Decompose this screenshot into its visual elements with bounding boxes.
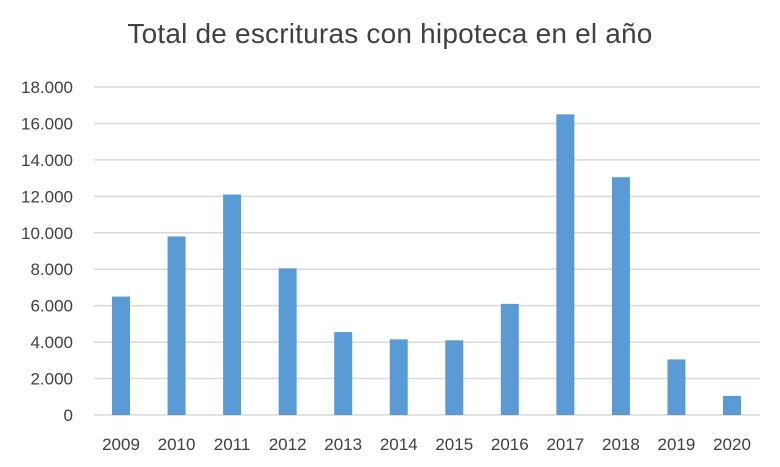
y-tick-label: 2.000	[30, 370, 73, 389]
bar-2009	[112, 296, 130, 415]
chart-title: Total de escrituras con hipoteca en el a…	[127, 18, 653, 49]
x-tick-label: 2010	[158, 435, 196, 454]
bar-2020	[723, 395, 741, 415]
bar-2012	[278, 268, 297, 415]
bar-2017	[556, 114, 575, 415]
x-tick-label: 2015	[435, 435, 473, 454]
y-tick-label: 4.000	[30, 333, 73, 352]
x-tick-label: 2009	[102, 435, 140, 454]
x-tick-label: 2018	[602, 435, 640, 454]
bar-2013	[334, 332, 353, 415]
bar-2016	[500, 303, 519, 415]
bar-2011	[223, 194, 242, 415]
x-tick-label: 2017	[546, 435, 584, 454]
y-tick-label: 16.000	[21, 114, 73, 133]
y-tick-label: 0	[64, 406, 73, 425]
y-tick-label: 18.000	[21, 78, 73, 97]
x-tick-label: 2011	[214, 435, 251, 454]
y-tick-label: 12.000	[21, 187, 73, 206]
y-tick-label: 8.000	[30, 260, 73, 279]
bar-2019	[667, 359, 686, 415]
bar-2014	[389, 339, 408, 415]
bar-2018	[611, 177, 630, 415]
y-tick-label: 10.000	[21, 224, 73, 243]
x-tick-label: 2016	[491, 435, 529, 454]
x-tick-label: 2014	[380, 435, 418, 454]
bar-2015	[445, 340, 464, 415]
x-tick-label: 2019	[658, 435, 696, 454]
x-tick-label: 2012	[269, 435, 307, 454]
x-tick-label: 2020	[713, 435, 751, 454]
x-tick-label: 2013	[324, 435, 362, 454]
y-tick-label: 6.000	[30, 297, 73, 316]
y-tick-label: 14.000	[21, 151, 73, 170]
bar-2010	[167, 236, 186, 415]
